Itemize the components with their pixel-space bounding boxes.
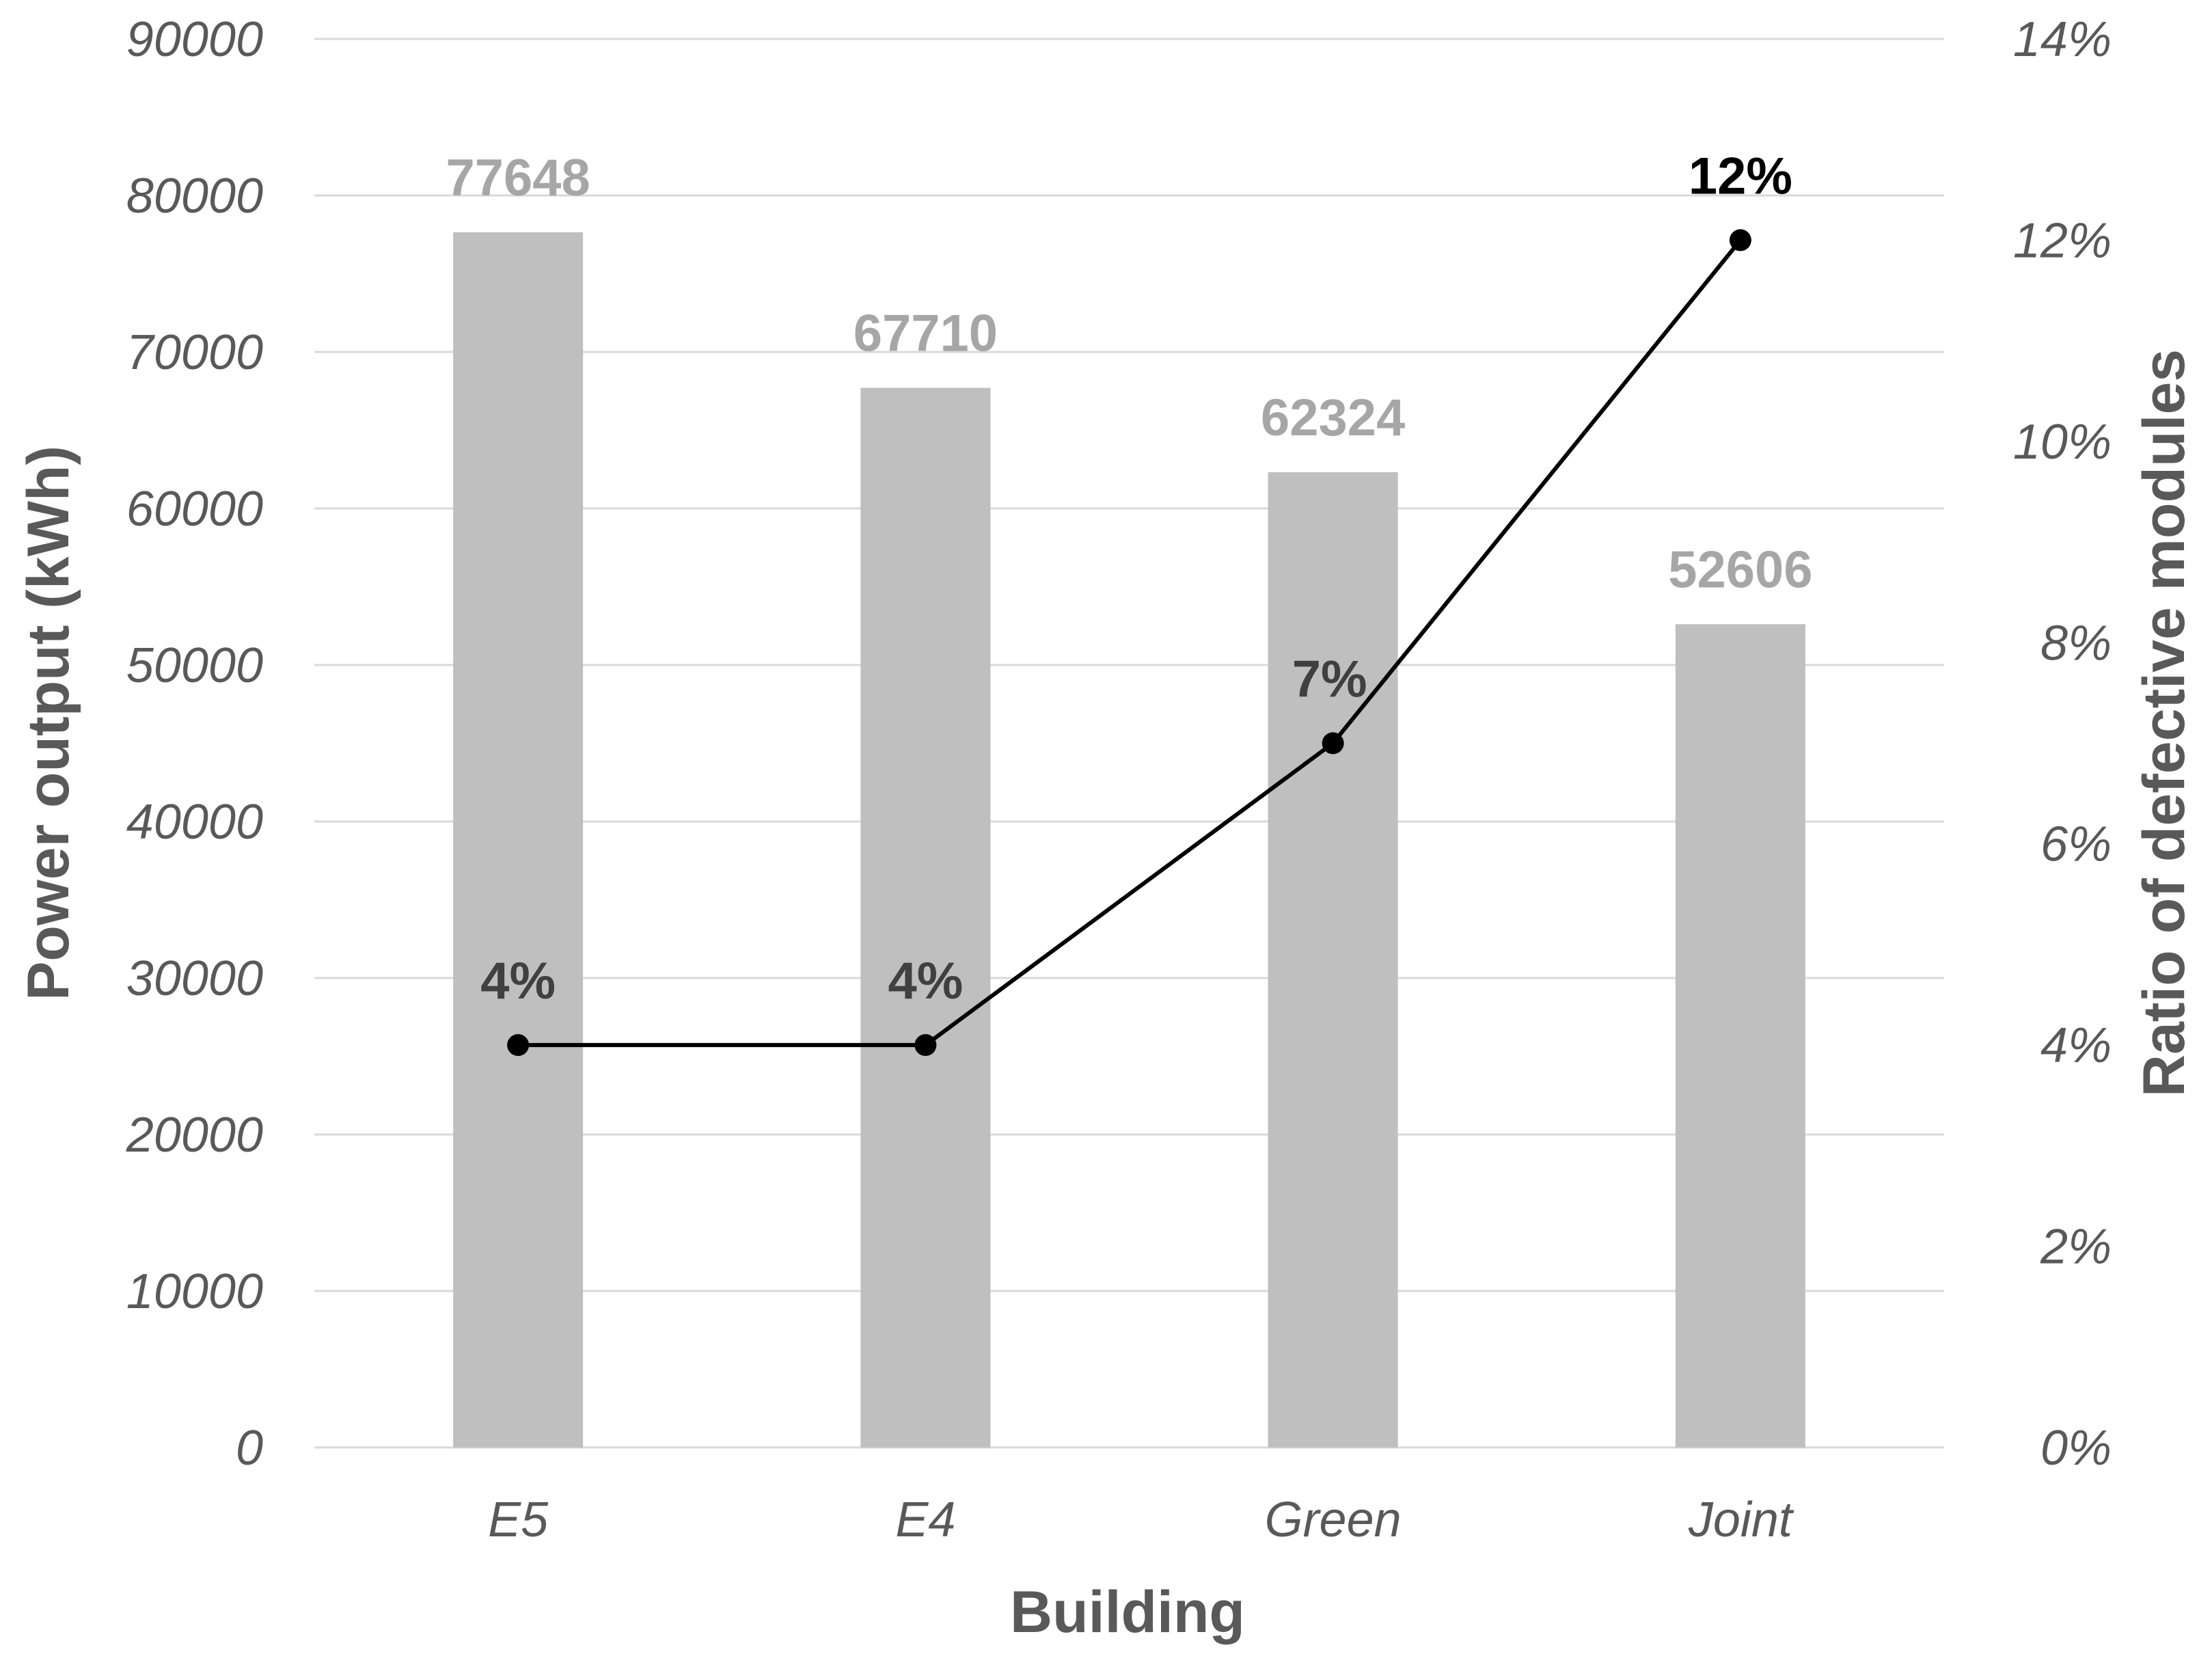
y-tick-label: 40000 bbox=[126, 795, 263, 850]
y2-tick-label: 0% bbox=[2040, 1421, 2112, 1476]
y-axis-right-title: Ratio of defective modules bbox=[2131, 349, 2197, 1097]
y-axis-right-ticks: 0% 2% 4% 6% 8% 10% 12% 14% bbox=[2013, 12, 2112, 1476]
x-tick-label: Joint bbox=[1688, 1493, 1794, 1547]
x-axis-ticks: E5 E4 Green Joint bbox=[488, 1493, 1794, 1547]
line-point bbox=[1729, 229, 1751, 252]
y-tick-label: 0 bbox=[236, 1421, 263, 1476]
line-value-label: 4% bbox=[480, 952, 556, 1010]
bar-data-labels: 77648 67710 62324 52606 bbox=[446, 149, 1812, 599]
bar bbox=[860, 388, 991, 1448]
bar bbox=[453, 232, 584, 1448]
x-axis-title: Building bbox=[1010, 1579, 1245, 1645]
line-value-label: 4% bbox=[888, 952, 963, 1010]
gridlines bbox=[314, 38, 1944, 1449]
bar-value-label: 52606 bbox=[1668, 541, 1812, 599]
y-tick-label: 70000 bbox=[126, 325, 263, 380]
bar-value-label: 77648 bbox=[446, 149, 590, 207]
series-line bbox=[518, 239, 1743, 1048]
line-data-labels: 4% 4% 7% 12% bbox=[480, 147, 1792, 1010]
x-tick-label: E5 bbox=[488, 1493, 549, 1547]
line-series bbox=[507, 229, 1751, 1057]
y-tick-label: 90000 bbox=[126, 12, 263, 67]
y-tick-label: 30000 bbox=[126, 951, 263, 1006]
y-axis-left-title: Power output (kWh) bbox=[16, 446, 81, 1001]
y-tick-label: 80000 bbox=[126, 169, 263, 223]
y2-tick-label: 4% bbox=[2040, 1018, 2112, 1073]
bar bbox=[1268, 472, 1398, 1448]
y2-tick-label: 8% bbox=[2040, 616, 2112, 670]
y2-tick-label: 2% bbox=[2040, 1220, 2112, 1275]
y2-tick-label: 10% bbox=[2013, 415, 2112, 470]
y2-tick-label: 14% bbox=[2013, 12, 2112, 67]
bar-value-label: 62324 bbox=[1261, 389, 1405, 447]
bar bbox=[1675, 624, 1805, 1448]
line-point bbox=[1322, 732, 1344, 755]
y-tick-label: 60000 bbox=[126, 482, 263, 536]
x-tick-label: E4 bbox=[895, 1493, 955, 1547]
line-value-label: 7% bbox=[1292, 651, 1367, 709]
bar-series bbox=[453, 232, 1805, 1448]
line-point bbox=[914, 1034, 937, 1057]
y-tick-label: 20000 bbox=[126, 1108, 263, 1163]
y-axis-left-ticks: 0 10000 20000 30000 40000 50000 60000 70000 8000… bbox=[126, 12, 263, 1476]
y2-tick-label: 12% bbox=[2013, 213, 2112, 268]
y-tick-label: 10000 bbox=[126, 1264, 263, 1319]
line-value-label: 12% bbox=[1689, 147, 1792, 205]
x-tick-label: Green bbox=[1265, 1493, 1402, 1547]
line-point bbox=[507, 1034, 530, 1057]
y2-tick-label: 6% bbox=[2040, 817, 2112, 872]
y-tick-label: 50000 bbox=[126, 638, 263, 693]
bar-value-label: 67710 bbox=[854, 304, 998, 362]
